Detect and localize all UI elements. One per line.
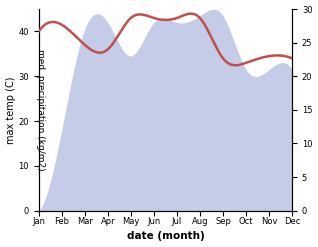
X-axis label: date (month): date (month) xyxy=(127,231,204,242)
Y-axis label: med. precipitation (kg/m2): med. precipitation (kg/m2) xyxy=(36,49,45,171)
Y-axis label: max temp (C): max temp (C) xyxy=(5,76,16,144)
